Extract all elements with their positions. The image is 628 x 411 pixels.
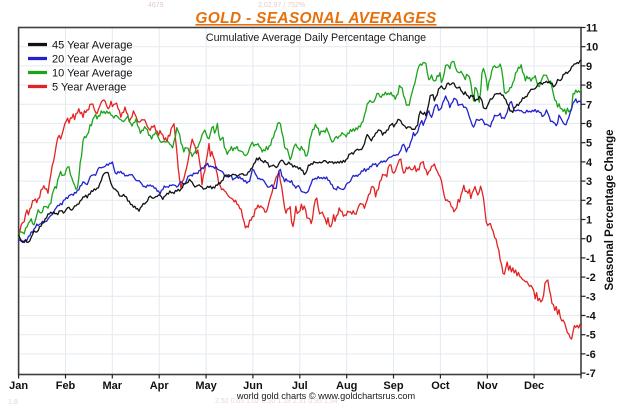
svg-text:-5: -5 bbox=[586, 330, 596, 342]
svg-text:5: 5 bbox=[586, 138, 592, 150]
svg-text:1.8: 1.8 bbox=[8, 399, 18, 406]
svg-text:Seasonal Percentage Change: Seasonal Percentage Change bbox=[604, 129, 616, 290]
svg-text:10 Year Average: 10 Year Average bbox=[52, 68, 133, 80]
svg-text:Nov: Nov bbox=[477, 380, 499, 392]
svg-text:Mar: Mar bbox=[103, 380, 123, 392]
svg-text:2.02.97 / 752%: 2.02.97 / 752% bbox=[258, 2, 305, 9]
svg-text:8: 8 bbox=[586, 80, 592, 92]
svg-text:-4: -4 bbox=[586, 311, 597, 323]
svg-text:3: 3 bbox=[586, 176, 592, 188]
svg-text:world gold charts © www.goldch: world gold charts © www.goldchartsrus.co… bbox=[236, 391, 416, 401]
svg-text:-6: -6 bbox=[586, 349, 596, 361]
svg-text:1: 1 bbox=[586, 215, 592, 227]
svg-text:11: 11 bbox=[586, 23, 598, 35]
svg-text:Feb: Feb bbox=[56, 380, 76, 392]
svg-text:0: 0 bbox=[586, 234, 592, 246]
svg-text:10: 10 bbox=[586, 42, 598, 54]
svg-text:Oct: Oct bbox=[431, 380, 450, 392]
svg-text:-7: -7 bbox=[586, 368, 596, 380]
svg-text:-3: -3 bbox=[586, 291, 596, 303]
svg-text:45 Year Average: 45 Year Average bbox=[52, 40, 133, 52]
svg-text:-1: -1 bbox=[586, 253, 596, 265]
svg-text:9: 9 bbox=[586, 61, 592, 73]
svg-text:2.52 0.65 1.02 0.50 1.18: 2.52 0.65 1.02 0.50 1.18 2.31 0.95 1.54 bbox=[215, 398, 338, 405]
svg-text:5 Year Average: 5 Year Average bbox=[52, 82, 126, 94]
svg-text:20 Year Average: 20 Year Average bbox=[52, 54, 133, 66]
svg-text:Jun: Jun bbox=[243, 380, 263, 392]
svg-text:-2: -2 bbox=[586, 272, 596, 284]
svg-text:Apr: Apr bbox=[150, 380, 170, 392]
svg-text:Jan: Jan bbox=[9, 380, 28, 392]
svg-text:2: 2 bbox=[586, 195, 592, 207]
svg-text:Dec: Dec bbox=[524, 380, 544, 392]
svg-text:Cumulative Average Daily Perce: Cumulative Average Daily Percentage Chan… bbox=[206, 32, 426, 44]
svg-text:May: May bbox=[195, 380, 217, 392]
svg-text:6: 6 bbox=[586, 119, 592, 131]
svg-text:Jul: Jul bbox=[292, 380, 308, 392]
svg-text:Aug: Aug bbox=[336, 380, 357, 392]
svg-text:GOLD - SEASONAL AVERAGES: GOLD - SEASONAL AVERAGES bbox=[195, 10, 437, 27]
svg-text:4: 4 bbox=[586, 157, 593, 169]
svg-text:Sep: Sep bbox=[383, 380, 403, 392]
svg-text:4679: 4679 bbox=[148, 2, 164, 9]
svg-text:7: 7 bbox=[586, 99, 592, 111]
